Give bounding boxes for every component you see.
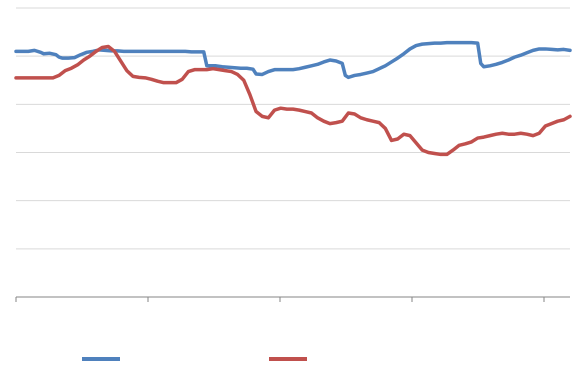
gridlines: [16, 7, 570, 250]
series-line-1: [14, 40, 572, 80]
series-line-2: [14, 44, 572, 157]
axes: [15, 296, 570, 302]
series-group: [14, 40, 572, 157]
